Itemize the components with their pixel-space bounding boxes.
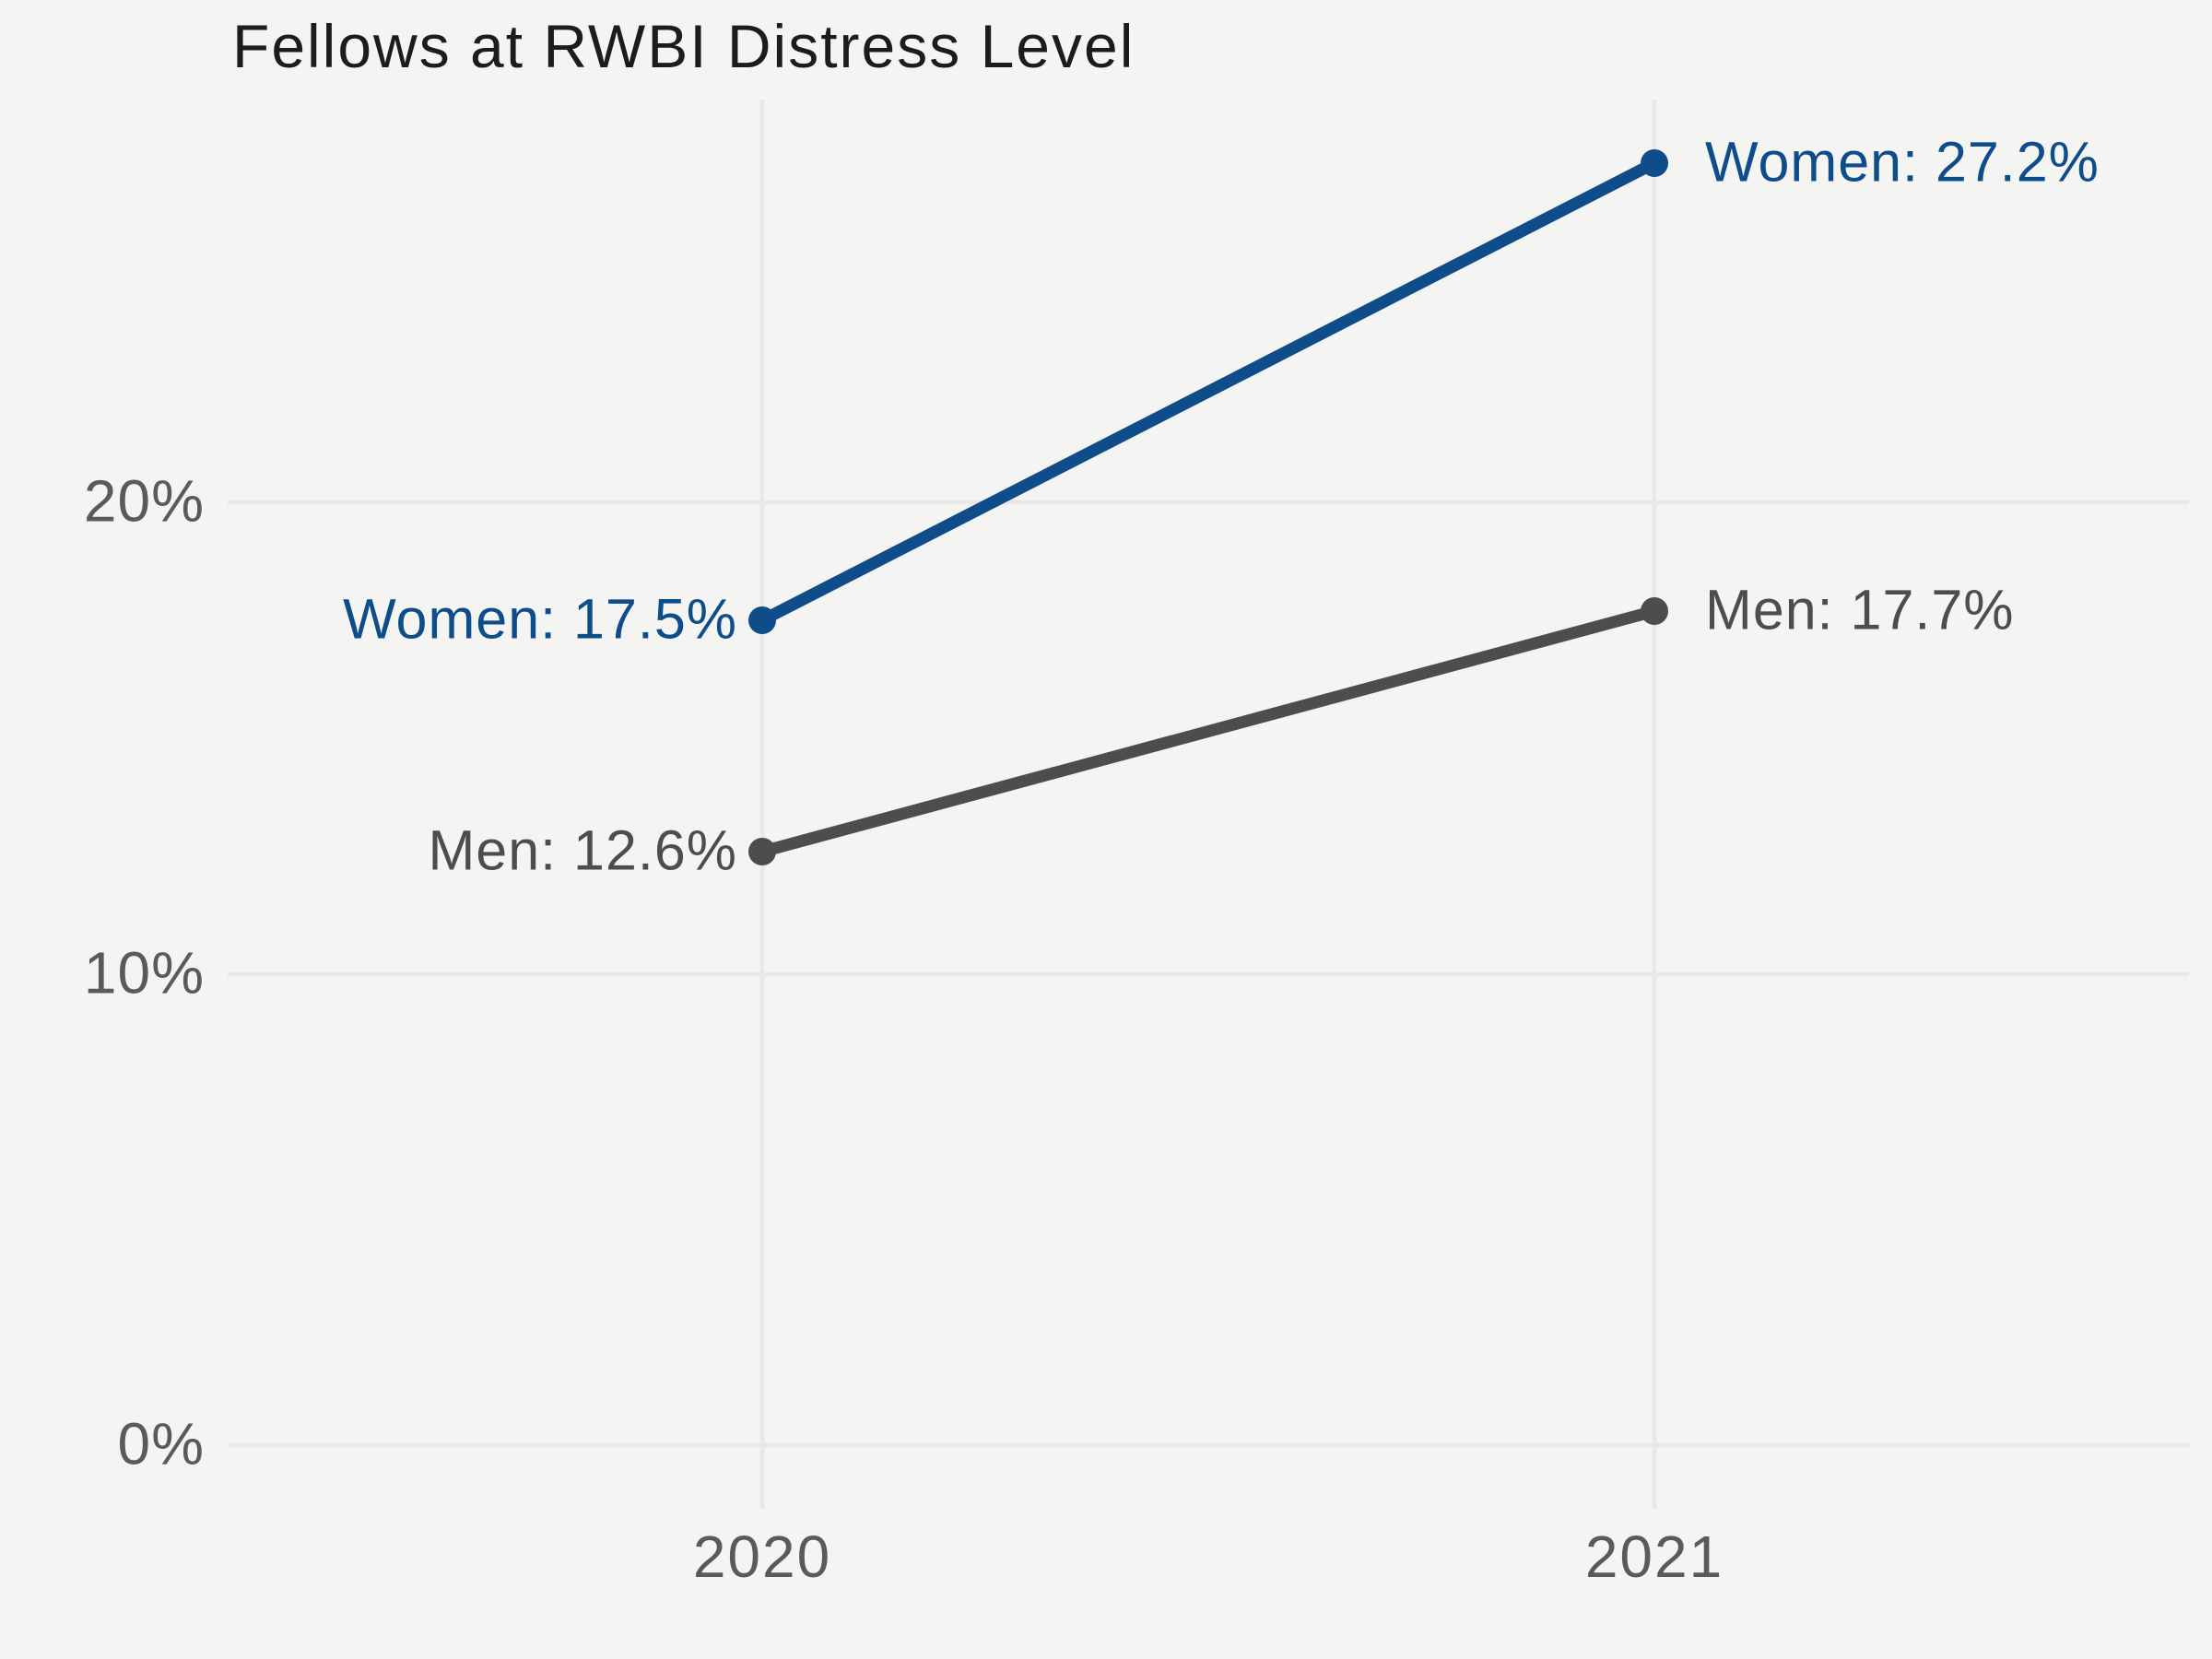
women-point-2020: [748, 606, 776, 634]
xtick-2020: 2020: [692, 1524, 832, 1590]
ytick-0pct: 0%: [117, 1410, 205, 1477]
xtick-2021: 2021: [1584, 1524, 1724, 1590]
men-point-2021: [1641, 597, 1668, 625]
ytick-20pct: 20%: [83, 467, 205, 535]
label-men-2021: Men: 17.7%: [1705, 578, 2015, 641]
men-series-line: [756, 605, 1661, 858]
ytick-10pct: 10%: [83, 939, 205, 1006]
label-women-2020: Women: 17.5%: [343, 587, 737, 651]
women-point-2021: [1641, 149, 1668, 177]
chart-title: Fellows at RWBI Distress Level: [232, 12, 1135, 80]
women-series-line: [756, 157, 1661, 627]
label-men-2020: Men: 12.6%: [428, 818, 737, 882]
label-women-2021: Women: 27.2%: [1705, 130, 2100, 194]
men-point-2020: [748, 838, 776, 865]
